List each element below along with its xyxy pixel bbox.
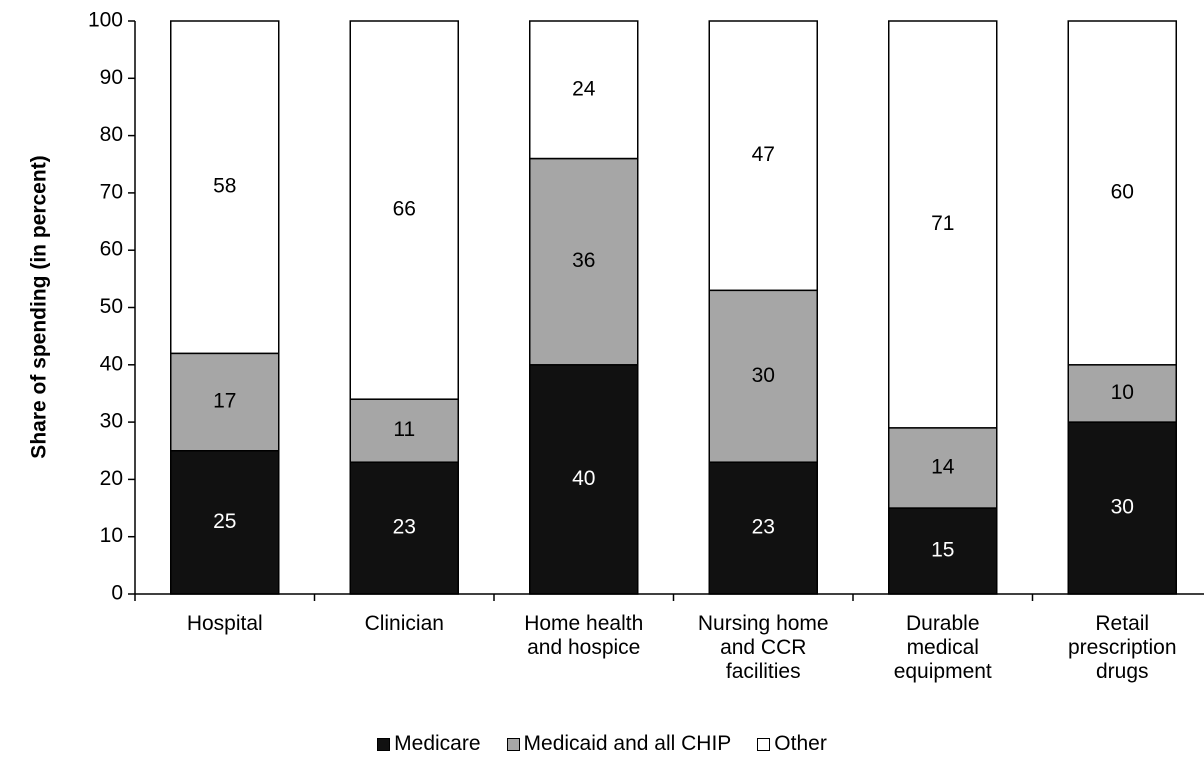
x-tick-label: Durable medical equipment (893, 612, 992, 683)
data-label: 23 (752, 516, 775, 539)
data-label: 60 (1111, 180, 1134, 203)
bar-segment (529, 20, 639, 160)
bar-segment (888, 20, 998, 429)
legend-item: Medicaid and all CHIP (506, 732, 732, 756)
legend-item: Medicare (377, 732, 481, 756)
data-label: 11 (393, 418, 415, 441)
legend-label: Medicare (394, 732, 481, 755)
data-label: 40 (572, 467, 595, 490)
bar-segment (888, 507, 998, 595)
bar-segment (529, 364, 639, 595)
x-tick-label: Hospital (186, 612, 263, 635)
x-tick-label: Home health and hospice (524, 612, 644, 659)
bar-segment (349, 461, 459, 595)
x-tick-label: Nursing home and CCR facilities (697, 612, 829, 683)
y-tick-label: 40 (100, 352, 123, 375)
y-tick-label: 50 (100, 295, 123, 318)
data-label: 23 (393, 516, 416, 539)
data-label: 24 (572, 77, 596, 100)
bar-segment (170, 352, 280, 452)
y-tick-label: 30 (100, 410, 123, 433)
data-label: 30 (752, 364, 775, 387)
y-tick-label: 0 (111, 582, 123, 605)
y-tick-label: 70 (100, 180, 123, 203)
bar-segment (349, 20, 459, 400)
data-label: 15 (931, 539, 954, 562)
data-label: 58 (213, 175, 236, 198)
y-tick-label: 90 (100, 66, 123, 89)
legend: Medicare Medicaid and all CHIP Other (0, 732, 1204, 756)
data-label: 36 (572, 249, 595, 272)
legend-item: Other (757, 732, 827, 756)
data-label: 71 (931, 212, 954, 235)
legend-swatch (506, 737, 520, 751)
data-label: 30 (1111, 496, 1134, 519)
data-label: 47 (752, 143, 775, 166)
y-axis-label: Share of spending (in percent) (28, 155, 51, 458)
legend-swatch (757, 737, 771, 751)
legend-label: Other (774, 732, 827, 755)
data-label: 17 (213, 390, 236, 413)
data-label: 14 (931, 455, 955, 478)
y-tick-label: 60 (100, 238, 123, 261)
bar-segment (888, 427, 998, 509)
bar-segment (1067, 20, 1177, 366)
data-label: 10 (1111, 381, 1134, 404)
x-tick-label: Clinician (364, 612, 444, 635)
x-tick-label: Retail prescription drugs (1067, 612, 1177, 683)
legend-label: Medicaid and all CHIP (523, 732, 732, 755)
bar-segment (708, 20, 818, 292)
y-tick-label: 20 (100, 467, 123, 490)
bar-segment (170, 20, 280, 355)
bar-segment (529, 157, 639, 366)
bar-segment (1067, 364, 1177, 423)
y-tick-label: 100 (88, 9, 123, 32)
y-tick-label: 80 (100, 123, 123, 146)
legend-swatch (377, 737, 391, 751)
data-label: 25 (213, 510, 236, 533)
data-label: 66 (393, 198, 416, 221)
y-tick-label: 10 (100, 524, 123, 547)
